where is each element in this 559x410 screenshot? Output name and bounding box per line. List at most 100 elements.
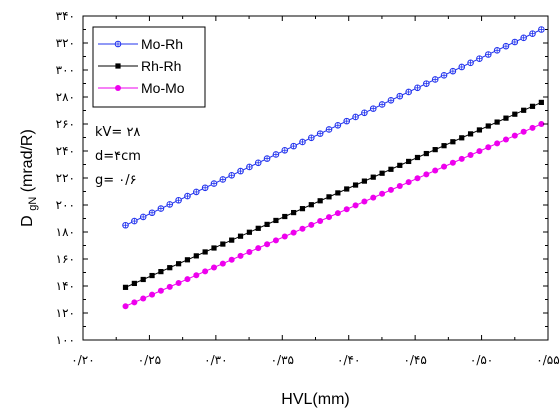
data-point: [281, 233, 288, 240]
legend-marker: [115, 63, 121, 69]
data-point: [467, 131, 474, 137]
x-tick-label: ۰/۵۵: [536, 353, 559, 367]
y-tick-label: ۱۶۰: [56, 252, 75, 266]
data-point: [246, 248, 253, 255]
data-point: [157, 287, 164, 294]
y-axis-title-main: D: [19, 215, 36, 227]
data-point: [246, 229, 252, 235]
y-tick-label: ۲۴۰: [56, 144, 75, 158]
data-point: [378, 101, 386, 108]
legend-label: Mo-Mo: [141, 80, 185, 96]
y-tick-label: ۳۲۰: [56, 36, 75, 50]
legend: Mo-Rh Rh-Rh Mo-Mo: [92, 26, 206, 108]
data-point: [361, 109, 368, 117]
data-point: [326, 194, 332, 200]
data-point: [308, 221, 315, 228]
data-point: [254, 159, 262, 167]
data-point: [538, 99, 544, 105]
data-point: [520, 34, 527, 42]
annotations: kV= ۲۸ d=۴cm g= ۰/۶: [95, 125, 141, 188]
y-tick-label: ۲۰۰: [56, 198, 75, 212]
series-mo-rh: [122, 26, 545, 229]
x-tick-label: ۰/۲۵: [138, 353, 161, 367]
data-point: [494, 119, 500, 125]
data-point: [273, 217, 279, 224]
x-tick-label: ۰/۴۰: [337, 353, 360, 367]
data-point: [467, 152, 474, 159]
data-point: [423, 150, 429, 157]
data-point: [538, 26, 545, 33]
data-point: [485, 123, 491, 129]
data-point: [237, 233, 244, 239]
data-point: [440, 72, 448, 79]
data-point: [397, 162, 403, 168]
data-point: [414, 175, 421, 182]
data-point: [325, 126, 333, 133]
data-point: [502, 42, 510, 50]
data-point: [538, 121, 545, 127]
data-point: [529, 30, 536, 37]
data-point: [122, 284, 129, 290]
legend-entry: Mo-Rh: [98, 36, 183, 52]
data-point: [431, 76, 439, 83]
data-point: [149, 272, 155, 279]
data-point: [193, 253, 199, 259]
data-point: [316, 130, 324, 137]
x-tick-label: ۰/۴۵: [403, 353, 426, 367]
ticks-layer: ۰/۲۰ ۰/۲۵ ۰/۳۰ ۰/۳۵ ۰/۴۰ ۰/۴۵ ۰/۵۰ ۰/۵۵ ۱۰۰ ۱۲۰ ۱۴…: [56, 9, 559, 367]
legend-entry: Rh-Rh: [98, 58, 181, 74]
x-tick-label: ۰/۳۵: [271, 353, 294, 367]
data-point: [432, 167, 439, 174]
annotation-text: g= ۰/۶: [95, 173, 137, 188]
data-point: [511, 132, 518, 139]
data-point: [406, 158, 412, 165]
data-point: [441, 163, 448, 170]
data-point: [405, 179, 412, 186]
data-point: [334, 210, 341, 217]
data-point: [202, 249, 208, 255]
data-point: [282, 213, 288, 220]
y-tick-label: ۲۸۰: [56, 90, 75, 104]
data-point: [299, 138, 306, 146]
data-point: [193, 272, 200, 279]
data-point: [343, 206, 350, 213]
data-point: [361, 198, 368, 205]
data-point: [219, 176, 227, 183]
data-point: [291, 209, 297, 216]
data-point: [272, 151, 280, 158]
data-point: [176, 261, 182, 267]
y-tick-label: ۲۲۰: [56, 171, 75, 185]
data-point: [255, 225, 261, 231]
y-axis-title-sub: gN: [27, 197, 39, 211]
data-point: [184, 257, 191, 263]
series-rh-rh: [122, 99, 544, 290]
data-point: [192, 188, 200, 196]
data-point: [220, 241, 226, 247]
data-point: [122, 221, 129, 229]
data-point: [529, 103, 536, 109]
data-point: [131, 217, 138, 225]
data-point: [210, 264, 217, 271]
data-point: [140, 295, 147, 302]
data-point: [158, 269, 164, 275]
data-point: [476, 55, 483, 62]
data-point: [414, 154, 421, 161]
data-point: [166, 283, 173, 290]
data-point: [334, 121, 342, 129]
legend-box: [92, 26, 206, 108]
data-point: [202, 268, 209, 275]
plot-layer: [122, 26, 545, 310]
data-point: [272, 237, 279, 244]
y-axis-title-unit: (mrad/R): [19, 129, 36, 192]
data-point: [352, 202, 359, 209]
data-point: [494, 140, 501, 147]
data-point: [484, 51, 492, 58]
data-point: [512, 111, 518, 117]
data-point: [157, 205, 165, 212]
y-tick-label: ۱۸۰: [56, 225, 75, 239]
data-point: [228, 256, 235, 263]
data-point: [122, 303, 129, 310]
data-point: [255, 245, 262, 252]
data-point: [290, 142, 297, 150]
y-tick-label: ۳۴۰: [56, 9, 75, 23]
